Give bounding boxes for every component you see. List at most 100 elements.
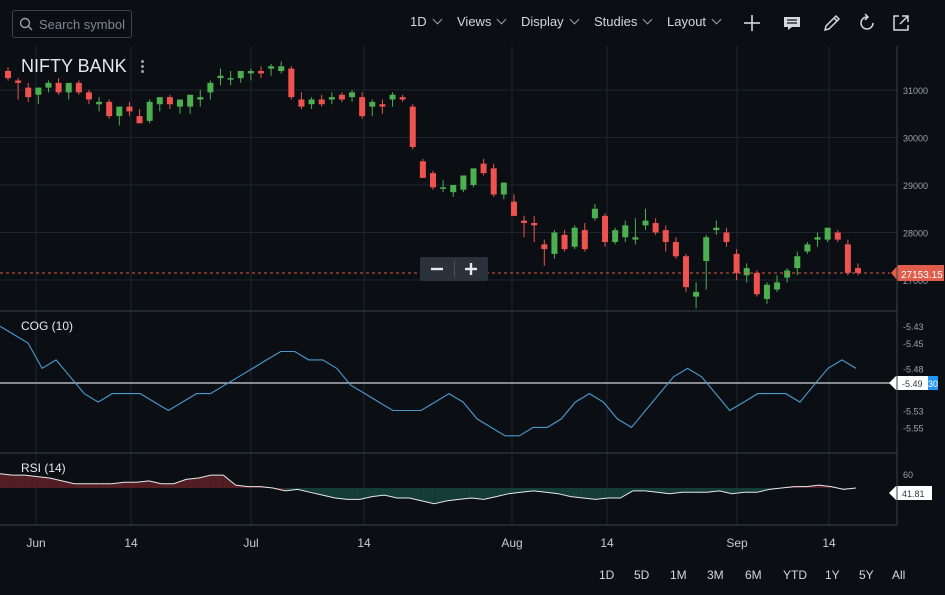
candle-body bbox=[257, 71, 264, 74]
candle-body bbox=[126, 106, 133, 112]
candle bbox=[96, 97, 103, 112]
rsi-fill-segment bbox=[645, 488, 658, 493]
search-icon bbox=[19, 17, 33, 31]
candle-body bbox=[693, 291, 700, 297]
price-axis: 3100030000290002800027000 bbox=[903, 86, 928, 286]
candle-body bbox=[723, 232, 730, 242]
candle bbox=[440, 180, 447, 193]
candle bbox=[763, 282, 770, 304]
last-price-badge: 27153.15 bbox=[891, 265, 944, 281]
candle bbox=[460, 175, 467, 193]
candle bbox=[622, 220, 629, 242]
candle-body bbox=[561, 234, 568, 250]
candle bbox=[561, 230, 568, 252]
range-3m[interactable]: 3M bbox=[707, 568, 724, 582]
rsi-value-badge: 41.81 bbox=[889, 486, 932, 500]
cog-pane-label[interactable]: COG (10) bbox=[21, 319, 74, 333]
candle-body bbox=[844, 244, 851, 273]
candle bbox=[389, 92, 396, 107]
candle-body bbox=[278, 66, 285, 71]
range-5d[interactable]: 5D bbox=[634, 568, 650, 582]
candle bbox=[136, 109, 143, 124]
pencil-icon[interactable] bbox=[821, 12, 843, 34]
symbol-title[interactable]: NIFTY BANK bbox=[21, 56, 127, 76]
layout-menu[interactable]: Layout bbox=[667, 14, 722, 29]
range-1y[interactable]: 1Y bbox=[825, 568, 840, 582]
candle-body bbox=[490, 168, 497, 195]
range-1d[interactable]: 1D bbox=[599, 568, 615, 582]
range-ytd[interactable]: YTD bbox=[783, 568, 807, 582]
price-axis-label: 28000 bbox=[903, 229, 928, 239]
candle bbox=[430, 170, 436, 190]
candle-body bbox=[531, 223, 538, 226]
rsi-fill bbox=[0, 473, 856, 504]
candle-body bbox=[713, 227, 720, 231]
rsi-fill-segment bbox=[483, 488, 497, 500]
candle bbox=[338, 92, 345, 102]
minus-icon bbox=[430, 267, 443, 271]
candle bbox=[419, 158, 426, 178]
time-axis[interactable]: Jun 14 Jul 14 Aug 14 Sep 14 bbox=[26, 536, 836, 550]
candle-body bbox=[834, 232, 841, 240]
rsi-fill-segment bbox=[744, 488, 757, 493]
candle-body bbox=[784, 270, 791, 278]
rsi-fill-segment bbox=[409, 488, 422, 501]
search-input[interactable] bbox=[39, 16, 129, 32]
candle bbox=[156, 97, 163, 112]
rsi-fill-segment bbox=[161, 483, 174, 488]
price-axis-label: 29000 bbox=[903, 181, 928, 191]
candle-body bbox=[510, 201, 517, 216]
popout-icon[interactable] bbox=[890, 12, 912, 34]
last-price-value: 27153.15 bbox=[901, 270, 943, 281]
rsi-fill-segment bbox=[99, 483, 112, 488]
candle bbox=[612, 227, 619, 245]
rsi-fill-segment bbox=[24, 475, 38, 488]
candle bbox=[75, 80, 82, 95]
time-axis-label: Aug bbox=[501, 536, 522, 550]
candle bbox=[591, 204, 598, 221]
plus-icon[interactable] bbox=[741, 12, 763, 34]
range-all[interactable]: All bbox=[892, 568, 906, 582]
interval-dropdown[interactable]: 1D bbox=[410, 14, 443, 29]
range-6m[interactable]: 6M bbox=[745, 568, 762, 582]
candle-body bbox=[551, 232, 558, 254]
rsi-fill-segment bbox=[682, 488, 695, 493]
candle-body bbox=[774, 282, 781, 290]
candle bbox=[217, 68, 224, 86]
candle bbox=[652, 218, 659, 235]
symbol-options-icon[interactable] bbox=[141, 60, 145, 74]
candle bbox=[753, 270, 760, 297]
zoom-out-button[interactable] bbox=[420, 257, 454, 281]
cog-value-badge: -5.49 30 bbox=[889, 376, 938, 390]
chevron-down-icon bbox=[497, 14, 507, 25]
symbol-search[interactable] bbox=[12, 10, 132, 38]
candle-body bbox=[237, 71, 244, 79]
candle bbox=[480, 158, 487, 176]
candle bbox=[187, 94, 194, 114]
candle-body bbox=[794, 256, 801, 269]
views-menu[interactable]: Views bbox=[457, 14, 507, 29]
candle bbox=[632, 218, 639, 245]
chart-canvas[interactable]: 3100030000290002800027000 27153.15 -5.43… bbox=[0, 46, 945, 556]
candle-body bbox=[227, 78, 234, 80]
rsi-fill-segment bbox=[446, 488, 460, 501]
range-5y[interactable]: 5Y bbox=[859, 568, 874, 582]
candle bbox=[642, 208, 649, 231]
candle-body bbox=[55, 82, 62, 93]
studies-menu[interactable]: Studies bbox=[594, 14, 653, 29]
candle bbox=[5, 67, 11, 81]
chevron-down-icon bbox=[569, 14, 580, 25]
candle bbox=[369, 99, 376, 117]
range-1m[interactable]: 1M bbox=[670, 568, 687, 582]
zoom-in-button[interactable] bbox=[454, 257, 488, 281]
display-menu[interactable]: Display bbox=[521, 14, 580, 29]
rsi-fill-segment bbox=[310, 488, 323, 496]
candle-body bbox=[672, 242, 679, 257]
rsi-line bbox=[0, 473, 857, 505]
rsi-pane-label[interactable]: RSI (14) bbox=[21, 461, 66, 475]
candle bbox=[834, 230, 841, 242]
candle-body bbox=[409, 106, 416, 147]
refresh-icon[interactable] bbox=[856, 12, 878, 34]
chevron-down-icon bbox=[711, 14, 722, 25]
news-icon[interactable] bbox=[781, 12, 803, 34]
